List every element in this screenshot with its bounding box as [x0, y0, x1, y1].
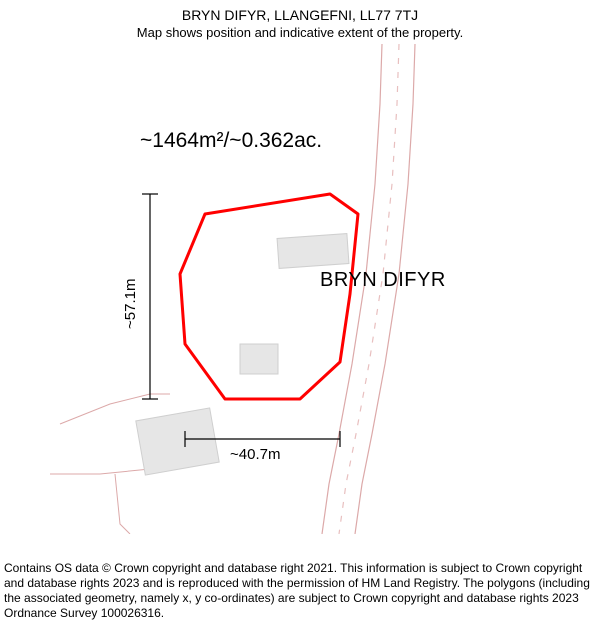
map-svg [0, 44, 600, 534]
page: BRYN DIFYR, LLANGEFNI, LL77 7TJ Map show… [0, 0, 600, 625]
page-subtitle: Map shows position and indicative extent… [0, 24, 600, 41]
width-dimension-label: ~40.7m [230, 446, 280, 463]
area-label: ~1464m²/~0.362ac. [140, 129, 322, 153]
height-dimension-label: ~57.1m [122, 279, 139, 329]
copyright-footer: Contains OS data © Crown copyright and d… [4, 561, 596, 621]
page-title: BRYN DIFYR, LLANGEFNI, LL77 7TJ [0, 6, 600, 24]
header: BRYN DIFYR, LLANGEFNI, LL77 7TJ Map show… [0, 6, 600, 41]
property-name-label: BRYN DIFYR [320, 269, 446, 292]
map-area: ~1464m²/~0.362ac. BRYN DIFYR ~57.1m ~40.… [0, 44, 600, 534]
